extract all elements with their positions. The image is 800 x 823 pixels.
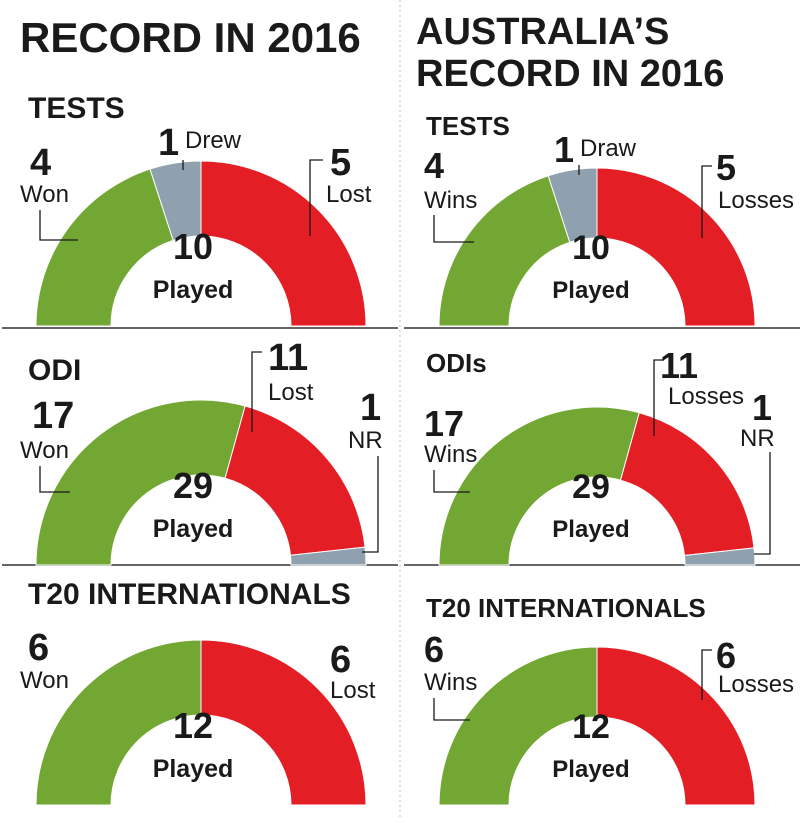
leader-line: [251, 351, 262, 432]
total-played-label: Played: [153, 515, 234, 543]
arc-segment-won: [438, 646, 598, 806]
panel-title: RECORD IN 2016: [416, 53, 724, 95]
total-played-label: Played: [153, 276, 234, 304]
segment-value-drew: 1: [158, 122, 179, 164]
total-played-label: Played: [153, 755, 234, 783]
segment-label-lost: Losses: [668, 383, 744, 410]
segment-value-nr: 1: [752, 387, 772, 428]
total-played-label: Played: [552, 277, 629, 304]
segment-value-nr: 1: [360, 387, 381, 429]
segment-value-lost: 6: [330, 639, 351, 681]
leader-line: [39, 210, 78, 241]
segment-label-nr: NR: [740, 425, 775, 452]
arc-segment-lost: [200, 160, 367, 327]
leader-line: [653, 359, 664, 436]
segment-label-won: Wins: [424, 669, 477, 696]
arc-segment-lost: [596, 167, 756, 327]
segment-label-lost: Lost: [330, 677, 376, 704]
segment-value-won: 4: [30, 142, 51, 184]
total-played-label: Played: [552, 516, 629, 543]
arc-segment-won: [35, 639, 202, 806]
leader-line: [39, 466, 70, 493]
section-title: TESTS: [426, 111, 510, 141]
leader-line: [701, 165, 712, 238]
arc-segment-lost: [200, 639, 367, 806]
segment-label-drew: Draw: [580, 135, 637, 162]
segment-value-drew: 1: [554, 129, 574, 170]
total-played-value: 29: [572, 468, 610, 506]
segment-label-drew: Drew: [185, 127, 242, 154]
segment-label-lost: Lost: [268, 379, 314, 406]
section-title: ODIs: [426, 348, 487, 378]
segment-value-lost: 5: [330, 142, 351, 184]
leader-line: [433, 215, 474, 243]
panel-title: RECORD IN 2016: [20, 14, 361, 61]
leader-line: [433, 698, 470, 721]
segment-value-lost: 11: [268, 337, 308, 379]
arc-segment-won: [35, 399, 246, 566]
section-title: TESTS: [28, 92, 125, 125]
segment-value-lost: 6: [716, 635, 736, 676]
total-played-value: 12: [173, 705, 213, 746]
leader-line: [362, 456, 379, 553]
segment-label-won: Won: [20, 437, 69, 464]
panel-title: AUSTRALIA’S: [416, 11, 669, 53]
segment-value-lost: 11: [660, 345, 698, 386]
segment-label-won: Wins: [424, 441, 477, 468]
arc-segment-lost: [619, 412, 755, 557]
arc-segment-lost: [224, 405, 366, 556]
segment-label-won: Won: [20, 181, 69, 208]
segment-value-won: 17: [424, 403, 464, 444]
segment-value-won: 17: [32, 395, 74, 437]
segment-label-nr: NR: [348, 427, 383, 454]
leader-line: [701, 649, 712, 700]
leader-line: [754, 452, 771, 555]
segment-label-lost: Losses: [718, 187, 794, 214]
segment-value-won: 6: [424, 629, 444, 670]
segment-value-won: 4: [424, 145, 444, 186]
section-title: T20 INTERNATIONALS: [28, 578, 351, 611]
leader-line: [433, 470, 470, 493]
arc-segment-lost: [596, 646, 756, 806]
total-played-value: 10: [173, 226, 213, 267]
total-played-value: 12: [572, 708, 610, 746]
segment-label-won: Won: [20, 667, 69, 694]
segment-value-lost: 5: [716, 147, 736, 188]
arc-segment-nr: [289, 546, 367, 566]
segment-label-lost: Losses: [718, 671, 794, 698]
leader-line: [309, 159, 323, 236]
total-played-label: Played: [552, 756, 629, 783]
total-played-value: 10: [572, 229, 610, 267]
total-played-value: 29: [173, 465, 213, 506]
segment-value-won: 6: [28, 627, 49, 669]
section-title: T20 INTERNATIONALS: [426, 593, 706, 623]
section-title: ODI: [28, 354, 81, 387]
arc-segment-won: [438, 406, 640, 566]
arc-segment-won: [35, 168, 174, 327]
segment-label-won: Wins: [424, 187, 477, 214]
segment-label-lost: Lost: [326, 181, 372, 208]
